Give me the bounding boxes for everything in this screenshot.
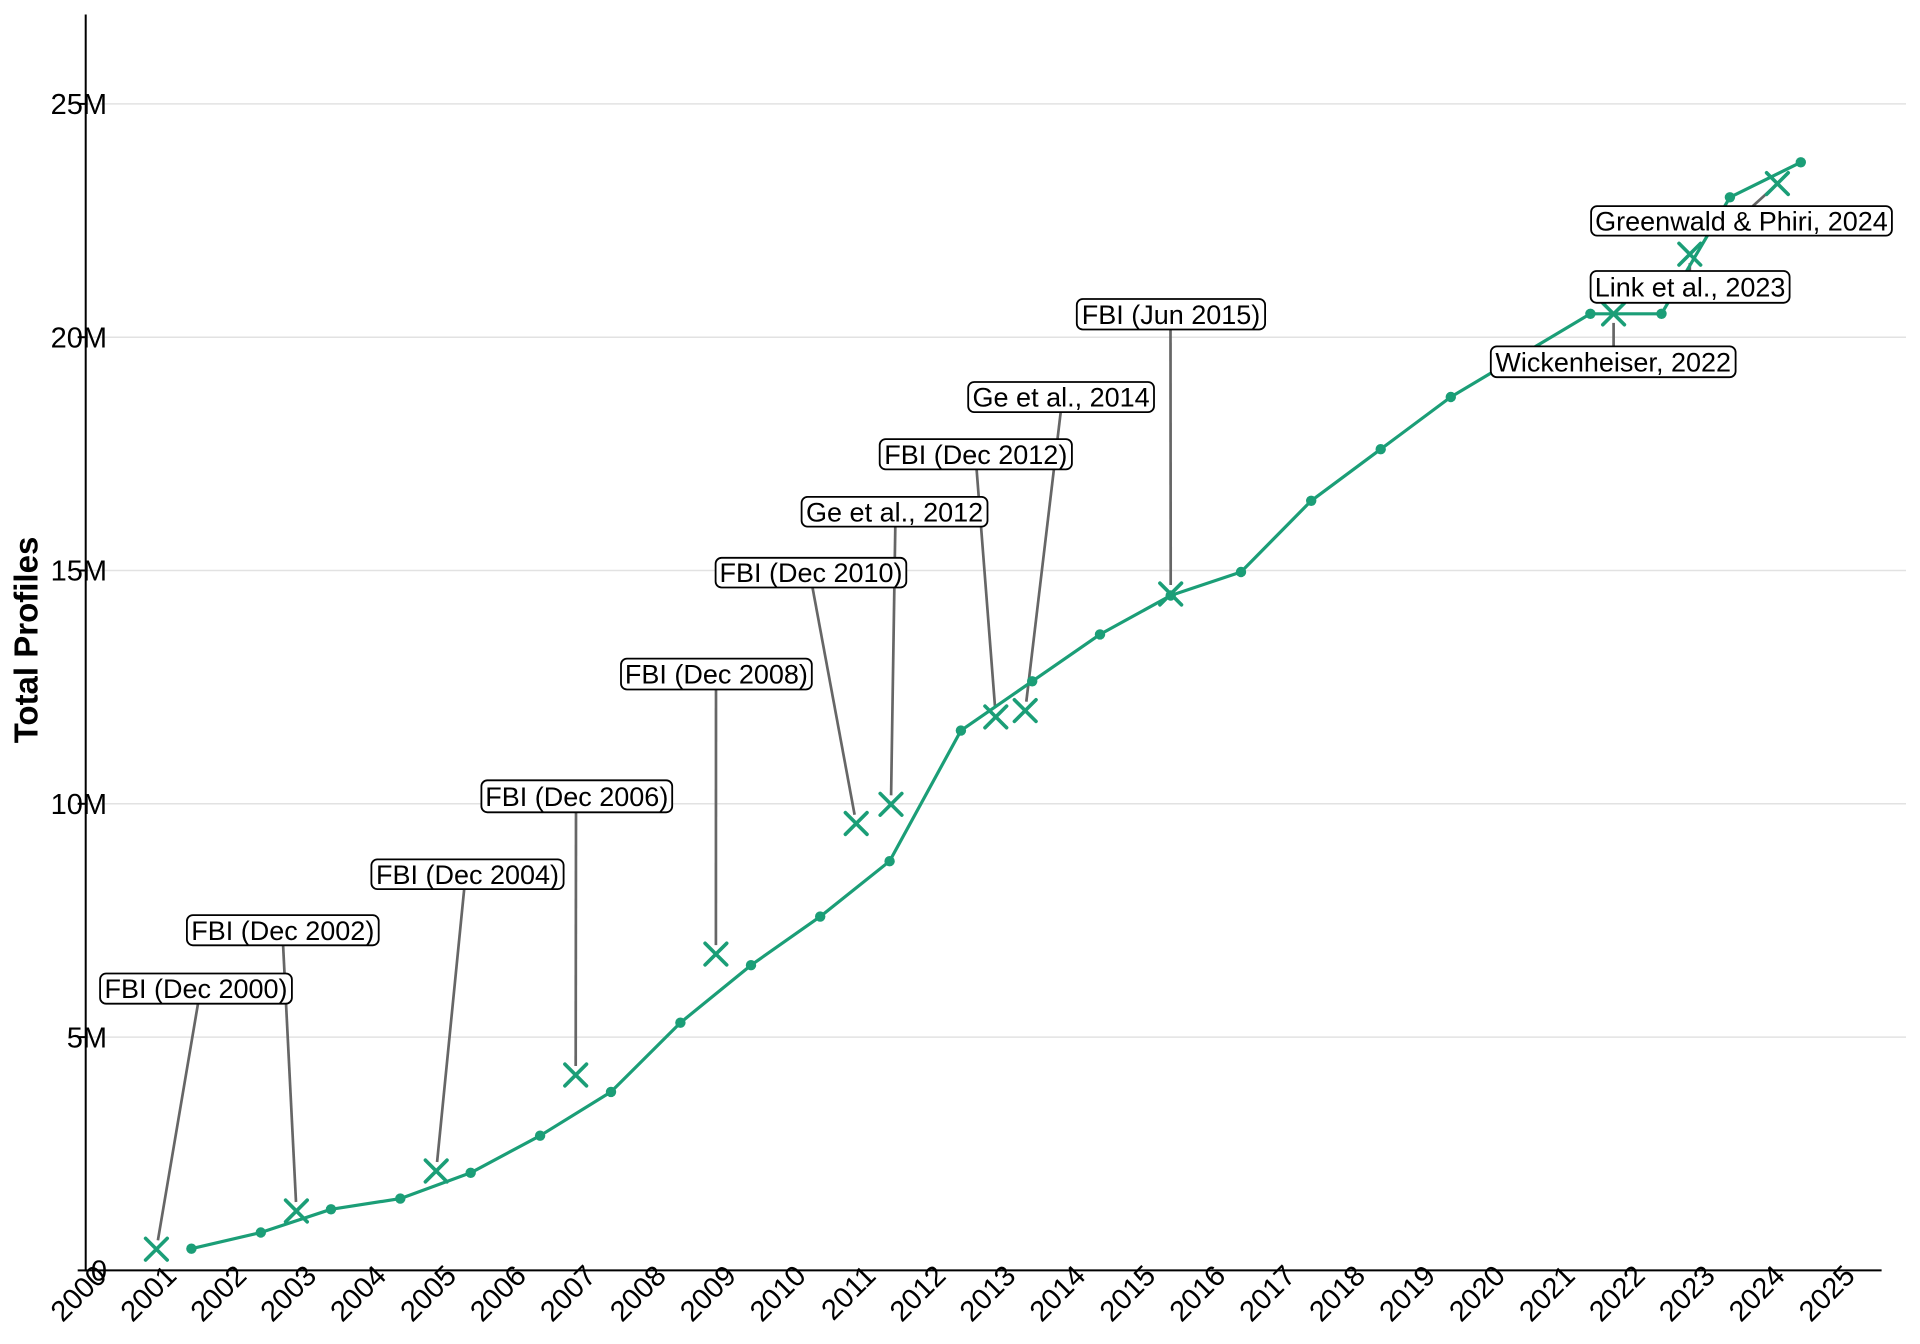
- svg-text:Ge et al., 2012: Ge et al., 2012: [806, 497, 983, 527]
- svg-text:FBI (Dec 2008): FBI (Dec 2008): [625, 660, 808, 690]
- svg-text:25M: 25M: [51, 89, 107, 121]
- svg-text:Ge et al., 2014: Ge et al., 2014: [973, 383, 1150, 413]
- svg-text:Greenwald & Phiri, 2024: Greenwald & Phiri, 2024: [1595, 206, 1888, 236]
- svg-text:Wickenheiser, 2022: Wickenheiser, 2022: [1495, 347, 1731, 377]
- svg-text:FBI (Dec 2006): FBI (Dec 2006): [485, 782, 668, 812]
- svg-text:FBI (Jun 2015): FBI (Jun 2015): [1082, 300, 1261, 330]
- svg-text:5M: 5M: [67, 1022, 107, 1054]
- svg-text:Total Profiles: Total Profiles: [8, 537, 45, 744]
- svg-text:FBI (Dec 2002): FBI (Dec 2002): [191, 916, 374, 946]
- svg-text:FBI (Dec 2000): FBI (Dec 2000): [104, 974, 287, 1004]
- svg-text:15M: 15M: [51, 556, 107, 588]
- svg-text:10M: 10M: [51, 789, 107, 821]
- svg-text:FBI (Dec 2004): FBI (Dec 2004): [376, 860, 559, 890]
- svg-text:20M: 20M: [51, 322, 107, 354]
- svg-text:0: 0: [91, 1256, 107, 1288]
- svg-text:FBI (Dec 2010): FBI (Dec 2010): [719, 558, 902, 588]
- svg-text:FBI (Dec 2012): FBI (Dec 2012): [884, 440, 1067, 470]
- svg-text:Link et al., 2023: Link et al., 2023: [1595, 273, 1786, 303]
